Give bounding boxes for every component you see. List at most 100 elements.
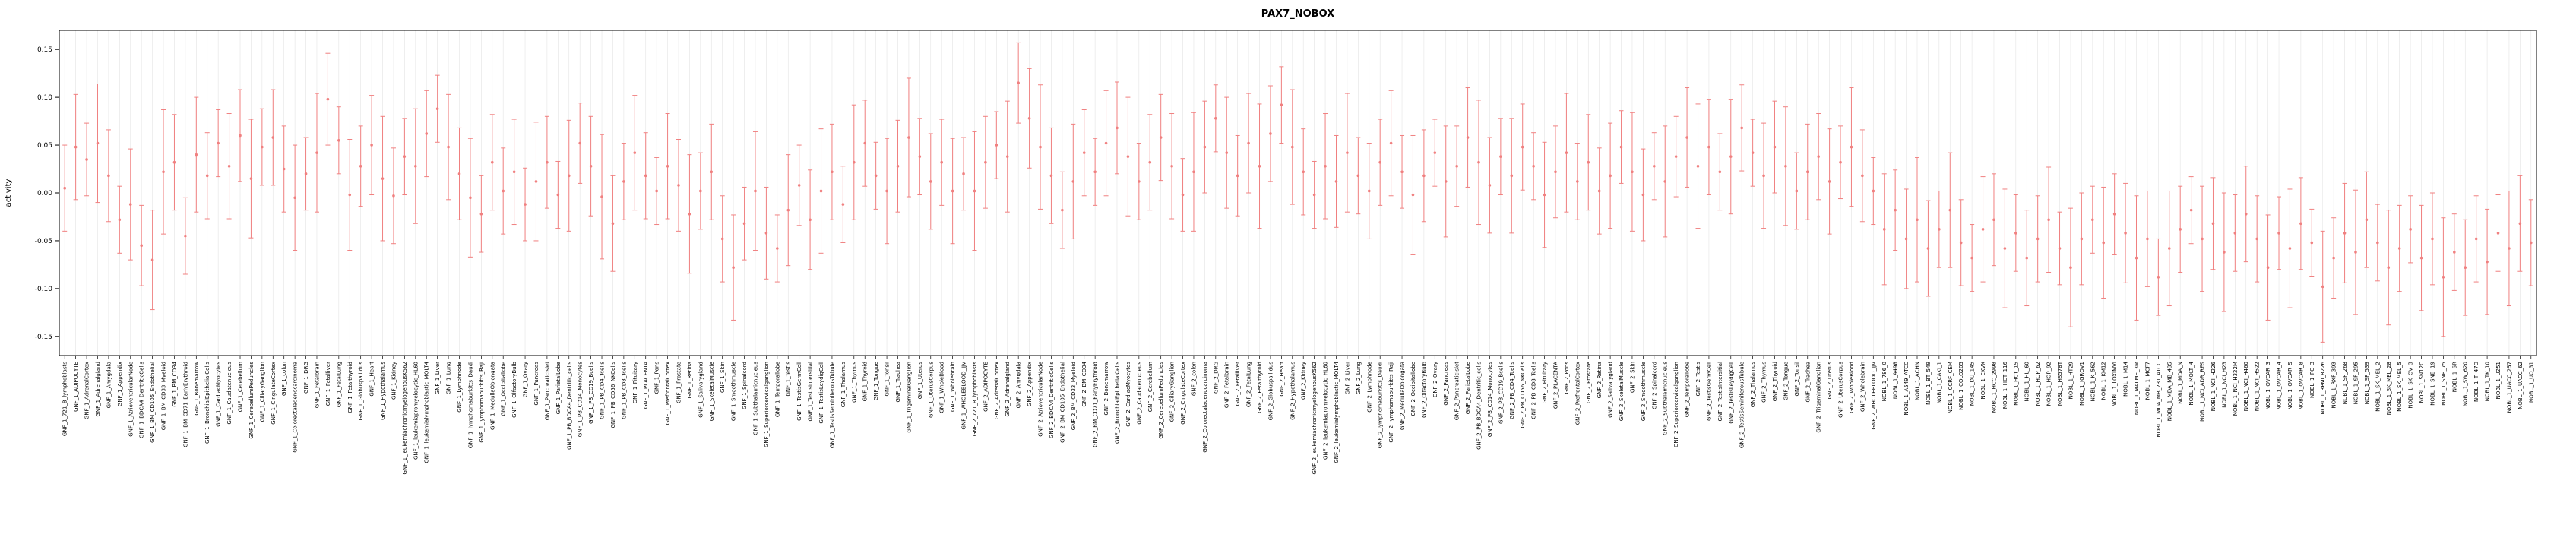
x-tick-label: NOBL_1_RPMI_8226 [2320,361,2326,414]
x-tick-label: GNF_2_Colorectaladenocarcinoma [1202,362,1208,453]
x-tick-label: GNF_2_BM_CD34 [1081,361,1087,406]
data-point [85,158,88,161]
data-point [1926,247,1930,250]
data-point [2376,241,2379,245]
x-tick-label: GNF_2_PrefrontalCortex [1574,362,1581,425]
x-tick-label: GNF_1_Fetalliver [325,362,331,406]
data-point [205,174,209,178]
x-tick-label: GNF_2_leukemiapromyelocytic_HL60 [1323,362,1329,460]
x-tick-label: GNF_2_TestisLeydigCell [1728,362,1734,424]
x-tick-label: GNF_1_PB_CD14_Monocytes [578,362,584,437]
x-tick-label: GNF_1_OlfactoryBulb [511,361,517,417]
data-point [1938,228,1941,231]
y-tick-label: 0.00 [37,190,52,198]
data-point [2419,256,2423,260]
data-point [457,172,461,175]
x-tick-label: GNF_2_Bonemarrow [1103,362,1109,416]
data-point [809,218,812,222]
data-point [1411,193,1415,197]
data-point [776,247,779,250]
data-point [1707,145,1710,149]
data-point [1488,184,1492,187]
x-tick-label: GNF_2_Pons [1564,362,1570,394]
x-tick-label: GNF_2_lymphomaburkitts_Raji [1388,362,1394,443]
x-tick-label: NOBL_1_MDA_N [2178,362,2184,404]
data-point [688,212,691,216]
data-point [2387,266,2391,269]
x-tick-label: NOBL_1_HS578T [2057,361,2063,406]
x-tick-label: NOBL_1_UACC_62 [2517,362,2524,409]
data-point [1356,174,1360,178]
x-tick-label: GNF_2_Retina [1597,362,1603,398]
data-point [2244,212,2248,216]
x-tick-label: GNF_1_leukemialymphoblastic_MOLT4 [424,361,430,463]
data-point [1619,145,1623,149]
x-tick-label: GNF_1_Thymus [851,362,857,403]
x-tick-label: GNF_2_Caudatenucleus [1136,362,1142,425]
data-point [1422,174,1426,178]
data-point [1247,141,1250,145]
data-point [107,174,110,178]
data-point [1225,151,1229,154]
x-tick-label: GNF_2_SkeletalMuscle [1619,362,1625,421]
data-point [1609,174,1612,178]
x-tick-label: NOBL_1_786_0 [1881,362,1888,401]
x-tick-label: GNF_1_BM_CD34 [172,361,178,406]
y-tick-label: -0.10 [35,286,53,293]
data-point [2365,218,2369,222]
data-point [359,164,362,168]
x-tick-label: GNF_2_OlfactoryBulb [1421,361,1427,417]
x-tick-label: GNF_2_Testis [1695,362,1701,397]
data-point [2255,237,2258,241]
x-tick-label: GNF_1_PB_CD56_NKCells [610,362,616,428]
x-tick-label: NOBL_1_A498 [1893,362,1899,399]
x-tick-label: GNF_1_TestisLeydigCell [818,362,824,424]
x-tick-label: GNF_2_PB_CD19_Bcells [1498,362,1504,424]
data-point [2354,251,2357,254]
x-tick-label: GNF_1_Uterus [917,362,923,400]
data-point [1367,189,1371,193]
data-point [1674,155,1678,158]
data-point [578,141,581,145]
data-point [1466,136,1470,139]
x-axis-labels: GNF_1_721_B_lymphoblasts GNF_1_ADIPOCYTE G… [62,356,2534,475]
data-point [1324,164,1327,168]
x-tick-label: GNF_2_Uterus [1827,362,1833,400]
x-tick-label: NOBL_1_SK_OV_3 [2408,362,2414,409]
x-tick-label: NOBL_1_HOP_92 [2046,362,2052,406]
data-point [227,164,231,168]
data-point [2025,256,2029,260]
x-tick-label: NOBL_1_OVCAR_5 [2287,362,2293,410]
x-tick-label: GNF_1_Wholebrain [950,362,956,412]
y-tick-label: -0.05 [35,238,52,245]
x-tick-label: GNF_1_Pituitary [632,362,638,403]
data-point [271,136,275,139]
data-point [195,153,198,157]
data-point [1510,174,1514,178]
x-tick-label: GNF_1_Spinalcord [742,362,748,409]
x-tick-label: GNF_1_Lymphnode [457,362,463,413]
x-tick-label: GNF_2_AtrioventricularNode [1038,362,1044,437]
x-tick-label: GNF_1_TestisSeminiferousTubule [829,362,835,448]
x-tick-label: NOBL_1_SK_MEL_5 [2397,362,2403,412]
x-tick-label: GNF_1_lymphomaburkitts_Daudi [467,362,473,448]
data-point [1631,170,1634,174]
data-point [1093,170,1097,174]
x-tick-label: GNF_1_WHOLEBLOOD_JJV [961,362,967,430]
data-point [249,177,253,180]
x-tick-label: NOBL_1_NCI_H460 [2243,362,2249,411]
x-tick-label: GNF_2_Superiorcervicalganglion [1673,362,1679,447]
data-point [2474,237,2478,241]
data-point [1894,208,1897,212]
data-point [1258,164,1261,168]
data-point [2003,247,2007,250]
x-tick-label: NOBL_1_SR [2451,362,2457,392]
data-point [1071,180,1075,183]
x-tick-label: NOBL_1_LOXIMVI [2112,362,2118,406]
x-tick-label: GNF_2_TestisGermCell [1706,362,1712,421]
data-point [1828,180,1831,183]
data-point [962,172,965,175]
data-point [1138,180,1141,183]
data-point [315,151,318,154]
x-tick-label: GNF_2_ParietalLobe [1465,362,1471,414]
